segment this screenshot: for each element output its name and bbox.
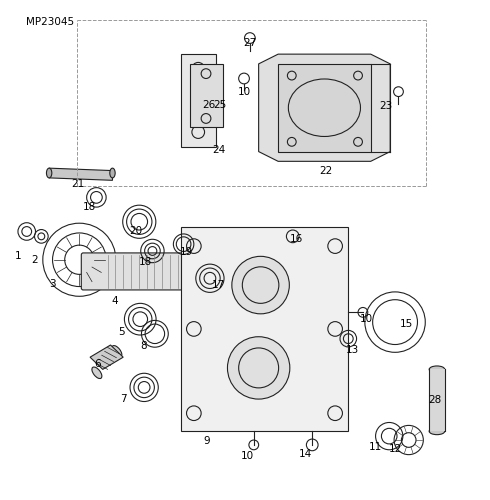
Ellipse shape <box>232 256 289 314</box>
Text: 24: 24 <box>212 145 225 155</box>
Text: 23: 23 <box>380 101 393 111</box>
Text: 25: 25 <box>213 100 226 110</box>
Text: 28: 28 <box>428 395 441 405</box>
Text: 27: 27 <box>243 38 256 48</box>
Text: 10: 10 <box>360 314 373 324</box>
Text: 11: 11 <box>369 442 382 452</box>
Ellipse shape <box>110 168 115 178</box>
Text: 10: 10 <box>241 450 254 460</box>
Text: 7: 7 <box>120 394 126 404</box>
Text: 4: 4 <box>111 296 118 306</box>
Polygon shape <box>278 64 371 152</box>
Text: 19: 19 <box>180 248 193 258</box>
Polygon shape <box>181 54 216 146</box>
Text: 17: 17 <box>212 280 225 290</box>
Text: 2: 2 <box>31 254 38 264</box>
Text: 18: 18 <box>139 256 152 266</box>
Text: 21: 21 <box>72 179 85 189</box>
Text: 13: 13 <box>345 345 359 355</box>
Ellipse shape <box>92 367 102 378</box>
Text: 12: 12 <box>389 444 402 454</box>
Ellipse shape <box>429 366 445 373</box>
Text: 5: 5 <box>118 327 124 337</box>
Bar <box>429 370 445 431</box>
Polygon shape <box>259 54 390 162</box>
Text: 8: 8 <box>140 342 147 351</box>
Text: 15: 15 <box>400 319 414 329</box>
Text: 14: 14 <box>299 448 313 458</box>
Text: 18: 18 <box>82 202 96 212</box>
Text: MP23045: MP23045 <box>26 17 74 27</box>
Text: 1: 1 <box>15 251 22 261</box>
Ellipse shape <box>112 346 122 357</box>
Text: 9: 9 <box>204 436 210 446</box>
Text: 22: 22 <box>319 166 332 176</box>
Text: 10: 10 <box>238 86 250 97</box>
Text: 26: 26 <box>202 100 215 110</box>
Text: 16: 16 <box>290 234 303 244</box>
Text: 20: 20 <box>129 226 142 235</box>
Text: 6: 6 <box>95 360 101 370</box>
Polygon shape <box>49 168 113 180</box>
Polygon shape <box>181 226 348 431</box>
FancyBboxPatch shape <box>81 253 188 290</box>
Text: 3: 3 <box>49 279 56 289</box>
Ellipse shape <box>227 336 290 399</box>
Ellipse shape <box>47 168 52 178</box>
Polygon shape <box>191 64 223 127</box>
Ellipse shape <box>429 428 445 434</box>
Polygon shape <box>90 345 123 370</box>
